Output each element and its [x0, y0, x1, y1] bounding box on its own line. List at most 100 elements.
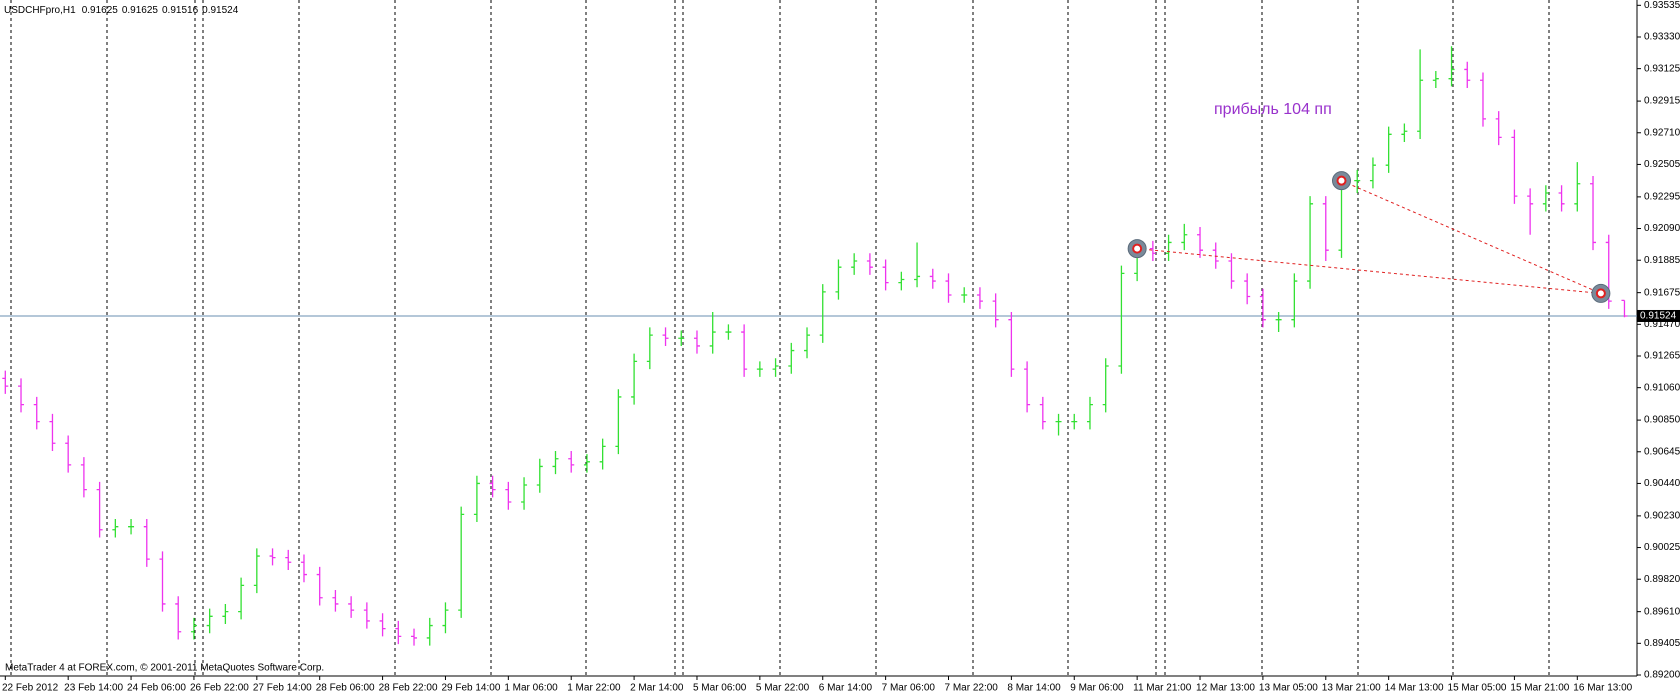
- ohlc-bar: [615, 389, 622, 455]
- header-high: 0.91625: [122, 5, 159, 16]
- ohlc-bar: [1401, 123, 1408, 143]
- x-tick-label: 24 Feb 06:00: [127, 683, 186, 694]
- ohlc-bar: [458, 506, 465, 618]
- x-tick-label: 16 Mar 13:00: [1573, 683, 1632, 694]
- ohlc-bar: [1259, 288, 1266, 328]
- ohlc-bar: [96, 481, 103, 538]
- ohlc-bar: [379, 613, 386, 637]
- price-label-box: [1637, 309, 1680, 322]
- y-tick-label: 0.93125: [1644, 63, 1680, 74]
- ohlc-bar: [1086, 396, 1093, 430]
- ohlc-bar: [1307, 196, 1314, 289]
- ohlc-bar: [536, 458, 543, 493]
- x-tick-label: 12 Mar 13:00: [1196, 683, 1255, 694]
- ohlc-bar: [175, 596, 182, 640]
- ohlc-bar: [1244, 273, 1251, 305]
- ohlc-bar: [1354, 169, 1361, 194]
- ohlc-bar: [222, 603, 229, 625]
- y-tick-label: 0.90850: [1644, 415, 1680, 426]
- ohlc-bar: [411, 628, 418, 646]
- ohlc-bar: [1417, 49, 1424, 139]
- y-tick-label: 0.91675: [1644, 287, 1680, 298]
- header-close: 0.91524: [202, 5, 239, 16]
- ohlc-bar: [521, 477, 528, 510]
- ohlc-bar: [552, 451, 559, 475]
- x-tick-label: 14 Mar 13:00: [1385, 683, 1444, 694]
- ohlc-bar: [1432, 70, 1439, 88]
- x-tick-label: 13 Mar 05:00: [1259, 683, 1318, 694]
- ohlc-bar: [489, 475, 496, 498]
- x-tick-label: 6 Mar 14:00: [819, 683, 873, 694]
- ohlc-bar: [1558, 185, 1565, 212]
- ohlc-bar: [348, 596, 355, 618]
- annotation: прибыль 104 пп: [1214, 101, 1332, 118]
- ohlc-bar: [1165, 234, 1172, 261]
- y-tick-label: 0.93330: [1644, 32, 1680, 43]
- ohlc-bar: [709, 311, 716, 354]
- x-tick-label: 26 Feb 22:00: [190, 683, 249, 694]
- y-tick-label: 0.90440: [1644, 478, 1680, 489]
- ohlc-bar: [206, 608, 213, 634]
- ohlc-bar: [1369, 157, 1376, 189]
- ohlc-bar: [1118, 265, 1125, 374]
- x-tick-label: 15 Mar 05:00: [1448, 683, 1507, 694]
- ohlc-bar: [1542, 185, 1549, 212]
- ohlc-bar: [1511, 129, 1518, 204]
- trade-marker-core: [1595, 288, 1606, 299]
- ohlc-bar: [756, 361, 763, 377]
- y-tick-label: 0.90645: [1644, 446, 1680, 457]
- x-tick-label: 28 Feb 22:00: [379, 683, 438, 694]
- ohlc-bar: [253, 548, 260, 594]
- ohlc-bar: [1197, 227, 1204, 258]
- ohlc-bar: [473, 475, 480, 523]
- ohlc-bar: [662, 327, 669, 346]
- x-tick-label: 29 Feb 14:00: [441, 683, 500, 694]
- y-tick-label: 0.92915: [1644, 96, 1680, 107]
- ohlc-bar: [678, 330, 685, 346]
- x-tick-label: 7 Mar 22:00: [945, 683, 999, 694]
- ohlc-bar: [976, 287, 983, 309]
- y-tick-label: 0.89610: [1644, 606, 1680, 617]
- ohlc-bar: [1055, 413, 1062, 436]
- y-tick-label: 0.93535: [1644, 0, 1680, 11]
- ohlc-bar: [332, 590, 339, 612]
- ohlc-bar: [804, 327, 811, 359]
- ohlc-bar: [914, 242, 921, 288]
- ohlc-bar: [945, 273, 952, 303]
- ohlc-bar: [238, 577, 245, 620]
- ohlc-bar: [1008, 311, 1015, 377]
- ohlc-bar: [631, 353, 638, 405]
- ohlc-bar: [819, 284, 826, 343]
- chart-header: USDCHFpro,H1 0.91625 0.91625 0.91516 0.91524: [4, 5, 239, 16]
- y-tick-label: 0.89405: [1644, 638, 1680, 649]
- ohlc-bar: [882, 259, 889, 291]
- x-tick-label: 23 Feb 14:00: [64, 683, 123, 694]
- ohlc-bar: [395, 620, 402, 645]
- ohlc-bar: [1212, 242, 1219, 269]
- x-tick-label: 22 Feb 2012: [2, 683, 59, 694]
- ohlc-bar: [1291, 273, 1298, 328]
- ohlc-bar: [65, 435, 72, 473]
- ohlc-bar: [285, 549, 292, 570]
- ohlc-bar: [741, 324, 748, 377]
- x-tick-label: 27 Feb 14:00: [253, 683, 312, 694]
- ohlc-bar: [18, 378, 25, 413]
- ohlc-bar: [112, 518, 119, 538]
- ohlc-bar: [143, 518, 150, 567]
- y-tick-label: 0.91265: [1644, 351, 1680, 362]
- y-tick-label: 0.89200: [1644, 670, 1680, 681]
- ohlc-bar: [599, 438, 606, 470]
- ohlc-bar: [929, 268, 936, 289]
- ohlc-bar: [1464, 61, 1471, 88]
- x-tick-label: 7 Mar 06:00: [882, 683, 936, 694]
- ohlc-bar: [1495, 111, 1502, 146]
- ohlc-bar: [1590, 176, 1597, 251]
- ohlc-bar: [1479, 72, 1486, 127]
- ohlc-bar: [583, 454, 590, 473]
- ohlc-bar: [992, 293, 999, 328]
- ohlc-bar: [1039, 396, 1046, 430]
- trade-marker-core: [1336, 175, 1347, 186]
- ohlc-bar: [363, 602, 370, 629]
- ohlc-bar: [725, 324, 732, 340]
